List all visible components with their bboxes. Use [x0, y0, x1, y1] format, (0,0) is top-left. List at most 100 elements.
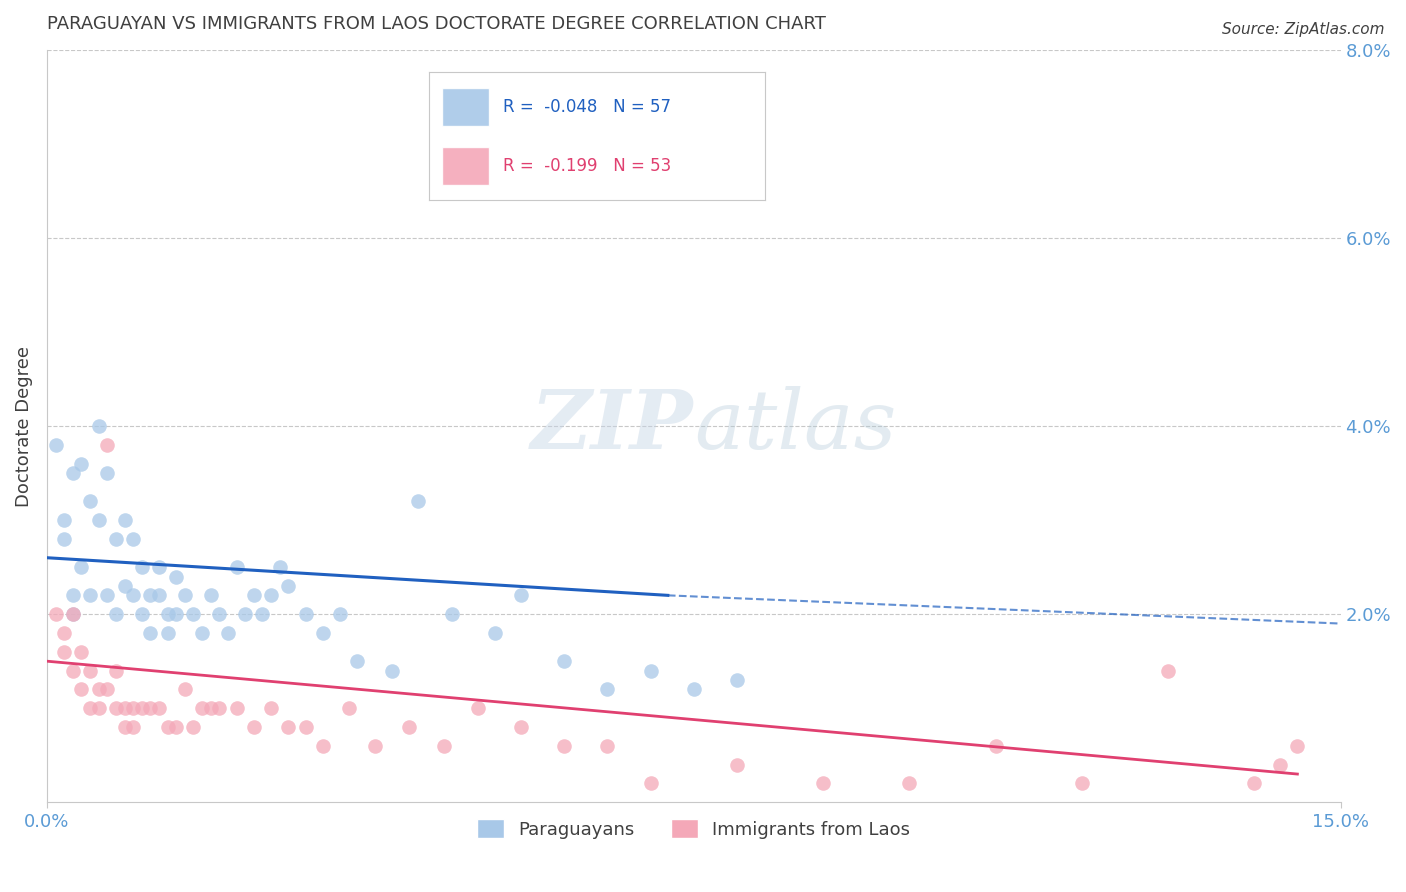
Point [1286, 739, 1309, 753]
Point [131, 607, 153, 622]
Point [122, 588, 145, 602]
Point [225, 701, 247, 715]
Point [70, 682, 93, 697]
Point [104, 664, 127, 678]
Point [173, 588, 195, 602]
Point [217, 626, 239, 640]
Point [70, 645, 93, 659]
Point [467, 701, 489, 715]
Point [191, 701, 214, 715]
Point [277, 579, 299, 593]
Y-axis label: Doctorate Degree: Doctorate Degree [15, 345, 32, 507]
Point [510, 720, 533, 734]
Point [87, 513, 110, 527]
Point [114, 579, 136, 593]
Point [156, 720, 179, 734]
Point [96, 588, 118, 602]
Point [243, 588, 266, 602]
Point [114, 701, 136, 715]
Point [53, 532, 76, 546]
Point [104, 701, 127, 715]
Point [363, 739, 385, 753]
Point [139, 701, 162, 715]
Point [62, 607, 84, 622]
Point [260, 588, 283, 602]
Point [510, 588, 533, 602]
Point [346, 654, 368, 668]
Point [398, 720, 420, 734]
Point [139, 626, 162, 640]
Point [200, 588, 222, 602]
Point [173, 682, 195, 697]
Point [70, 457, 93, 471]
Point [139, 588, 162, 602]
Point [191, 626, 214, 640]
Text: atlas: atlas [693, 386, 896, 466]
Point [294, 607, 316, 622]
Point [433, 739, 456, 753]
Point [114, 720, 136, 734]
Point [484, 626, 506, 640]
Point [96, 438, 118, 452]
Point [62, 664, 84, 678]
Point [79, 701, 101, 715]
Point [96, 466, 118, 480]
Point [62, 607, 84, 622]
Point [252, 607, 274, 622]
Point [96, 682, 118, 697]
Point [294, 720, 316, 734]
Point [131, 701, 153, 715]
Point [156, 626, 179, 640]
Point [165, 607, 187, 622]
Point [337, 701, 360, 715]
Point [104, 607, 127, 622]
Point [1243, 776, 1265, 790]
Point [1268, 757, 1291, 772]
Point [156, 607, 179, 622]
Point [233, 607, 256, 622]
Point [381, 664, 404, 678]
Point [131, 560, 153, 574]
Point [225, 560, 247, 574]
Point [165, 569, 187, 583]
Point [269, 560, 291, 574]
Point [898, 776, 921, 790]
Point [79, 588, 101, 602]
Point [183, 720, 205, 734]
Point [122, 532, 145, 546]
Point [62, 588, 84, 602]
Point [1157, 664, 1180, 678]
Point [148, 701, 170, 715]
Point [596, 739, 619, 753]
Point [53, 645, 76, 659]
Point [596, 682, 619, 697]
Point [406, 494, 429, 508]
Point [44, 438, 66, 452]
Point [329, 607, 352, 622]
Point [122, 720, 145, 734]
Point [640, 776, 662, 790]
Point [682, 682, 704, 697]
Point [312, 739, 335, 753]
Point [87, 682, 110, 697]
Point [87, 419, 110, 434]
Point [1070, 776, 1092, 790]
Point [640, 664, 662, 678]
Text: PARAGUAYAN VS IMMIGRANTS FROM LAOS DOCTORATE DEGREE CORRELATION CHART: PARAGUAYAN VS IMMIGRANTS FROM LAOS DOCTO… [46, 15, 825, 33]
Point [200, 701, 222, 715]
Point [79, 494, 101, 508]
Point [277, 720, 299, 734]
Point [260, 701, 283, 715]
Point [87, 701, 110, 715]
Point [53, 626, 76, 640]
Point [122, 701, 145, 715]
Point [243, 720, 266, 734]
Text: Source: ZipAtlas.com: Source: ZipAtlas.com [1222, 22, 1385, 37]
Point [811, 776, 834, 790]
Point [114, 513, 136, 527]
Point [79, 664, 101, 678]
Point [441, 607, 464, 622]
Point [553, 739, 575, 753]
Point [208, 701, 231, 715]
Point [553, 654, 575, 668]
